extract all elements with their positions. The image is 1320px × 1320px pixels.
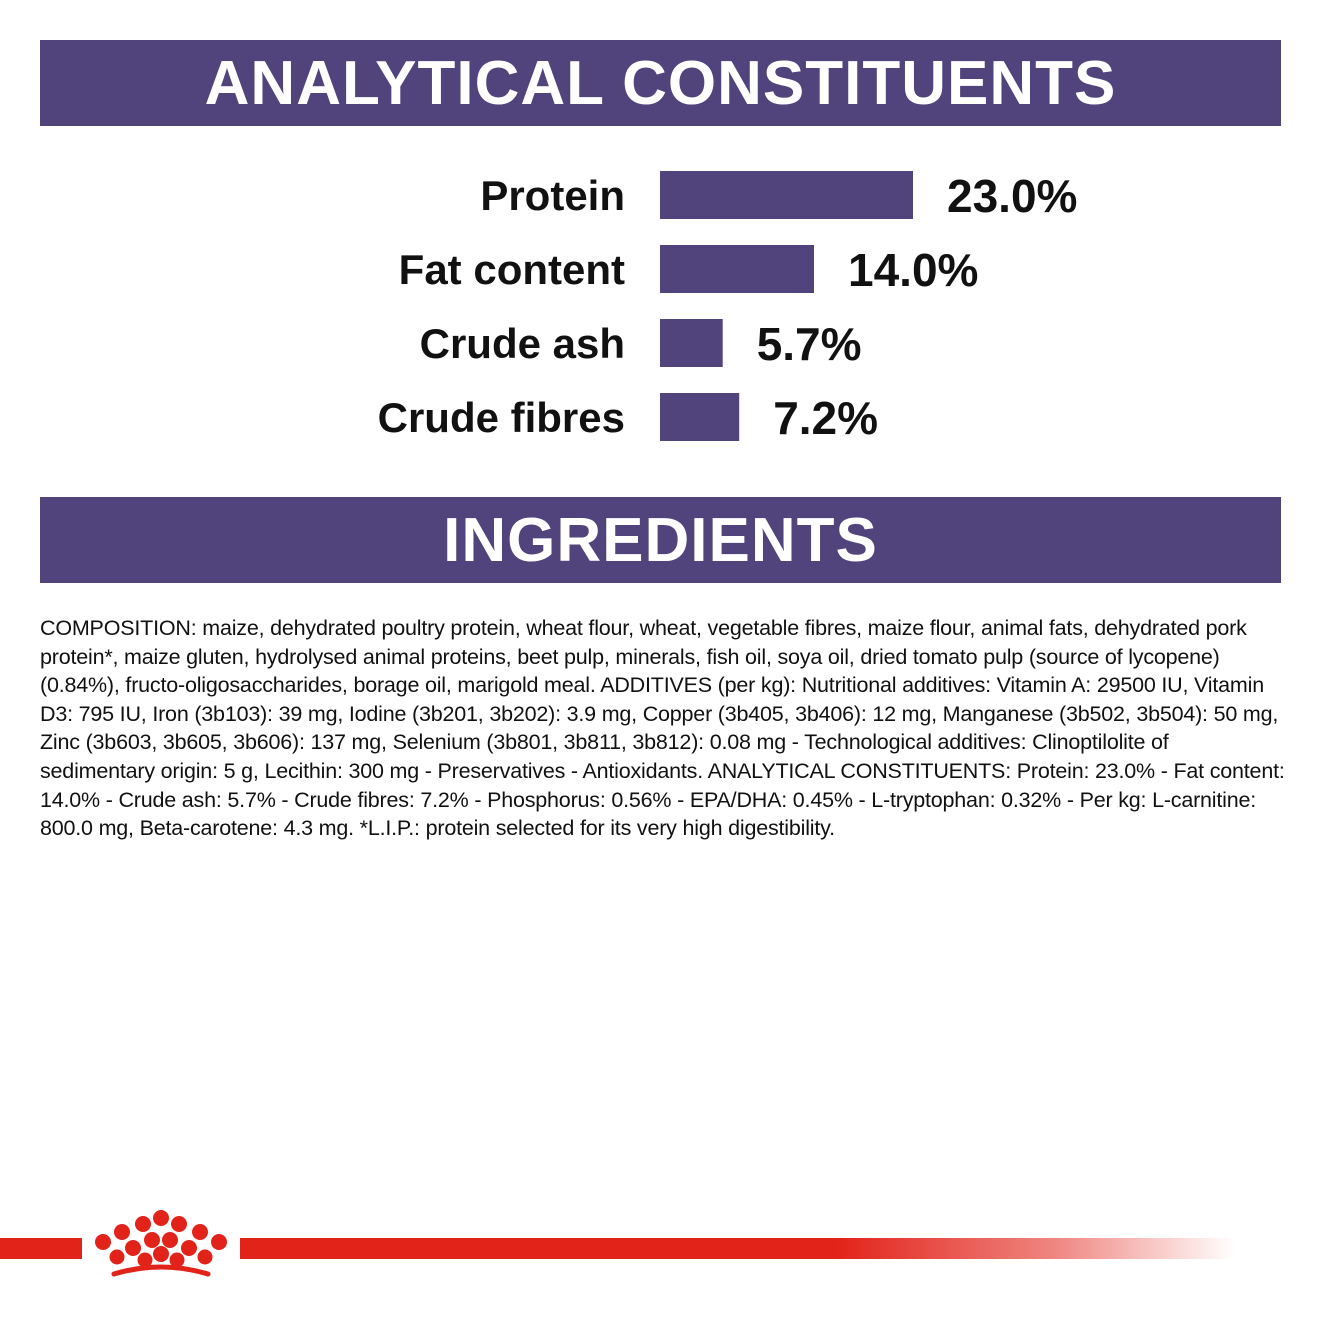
bar-label-protein: Protein xyxy=(480,172,625,219)
analytical-constituents-chart: Protein 23.0% Fat content 14.0% Crude ash 5.7… xyxy=(378,170,1078,444)
bar-label-fat-content: Fat content xyxy=(399,246,625,293)
brand-stripe-right xyxy=(240,1238,1235,1259)
analytical-constituents-title: ANALYTICAL CONSTITUENTS xyxy=(204,48,1117,118)
bar-crude-ash xyxy=(660,319,723,367)
ingredients-banner: INGREDIENTS xyxy=(40,497,1281,583)
bar-value-crude-fibres: 7.2% xyxy=(773,392,878,444)
bar-label-crude-fibres: Crude fibres xyxy=(378,394,625,441)
bar-fat-content xyxy=(660,245,814,293)
bar-label-crude-ash: Crude ash xyxy=(420,320,625,367)
ingredients-composition-text: COMPOSITION: maize, dehydrated poultry p… xyxy=(40,616,1285,841)
bar-protein xyxy=(660,171,913,219)
analytical-constituents-banner: ANALYTICAL CONSTITUENTS xyxy=(40,40,1281,126)
bar-value-fat-content: 14.0% xyxy=(848,244,978,296)
brand-footer xyxy=(0,1200,1320,1300)
brand-stripe-left xyxy=(0,1238,82,1259)
ingredients-title: INGREDIENTS xyxy=(443,505,878,575)
bar-crude-fibres xyxy=(660,393,740,441)
bar-value-protein: 23.0% xyxy=(947,170,1077,222)
crown-icon xyxy=(95,1210,227,1277)
bar-value-crude-ash: 5.7% xyxy=(757,318,862,370)
